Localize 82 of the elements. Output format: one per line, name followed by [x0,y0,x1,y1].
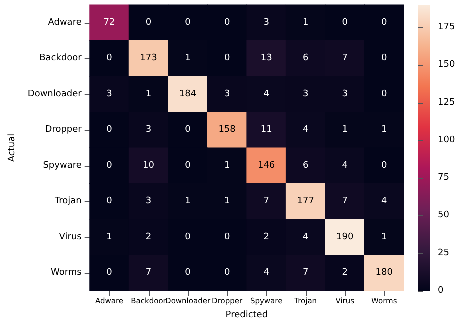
data-label: 0 [106,268,113,278]
data-label: 7 [342,54,348,64]
data-label: 0 [382,18,388,28]
data-label: 0 [382,160,388,171]
data-label: 0 [224,18,230,28]
data-label: 0 [224,268,230,278]
data-label: 177 [297,196,314,207]
data-label: 13 [260,54,272,64]
data-label: 2 [146,232,152,242]
y-axis-title: Actual [8,134,18,162]
data-label: 4 [264,268,270,278]
data-label: 1 [224,160,230,171]
color-bar-label: 25 [438,248,450,258]
data-label: 3 [264,18,270,28]
data-label: 0 [382,54,388,64]
data-label: 4 [382,196,388,207]
data-label: 7 [264,196,270,207]
y-tick-label: Downloader [28,89,82,100]
data-label: 0 [185,125,192,136]
data-label: 2 [264,232,270,242]
y-tick-label: Virus [59,232,82,242]
data-label: 3 [224,89,230,100]
data-label: 3 [302,89,309,100]
data-label: 11 [260,125,272,136]
y-tick-label: Dropper [45,125,82,136]
data-label: 180 [376,268,394,278]
data-label: 0 [106,125,113,136]
data-label: 1 [224,196,230,207]
x-axis-title: Predicted [226,310,268,320]
data-label: 190 [336,232,354,242]
data-label: 4 [302,232,309,242]
data-label: 7 [302,268,309,278]
color-bar-label: 175 [438,22,456,33]
data-label: 1 [185,54,191,64]
data-label: 184 [179,89,197,100]
data-label: 3 [106,89,112,100]
data-label: 0 [106,54,113,64]
y-tick-label: Worms [50,268,82,278]
data-label: 3 [342,89,348,100]
data-label: 72 [104,18,116,28]
data-label: 0 [342,18,348,28]
data-label: 0 [106,160,113,171]
data-label: 0 [224,232,230,242]
data-label: 0 [185,232,192,242]
y-tick-label: Adware [48,18,82,28]
data-label: 1 [185,196,191,207]
data-label: 2 [342,268,348,278]
data-label: 3 [146,125,152,136]
data-label: 4 [342,160,348,171]
data-label: 3 [146,196,152,207]
data-label: 0 [185,160,192,171]
data-label: 1 [382,125,388,136]
color-bar-label: 125 [438,98,456,108]
color-bar-label: 0 [438,286,444,296]
data-label: 158 [218,125,236,136]
data-label: 1 [106,232,112,242]
color-bar-label: 150 [438,60,456,70]
y-tick-label: Backdoor [40,54,82,64]
data-label: 0 [185,268,192,278]
color-bar-label: 50 [438,210,450,221]
data-label: 0 [106,196,113,207]
data-label: 0 [185,18,192,28]
data-label: 1 [382,232,388,242]
data-label: 0 [382,89,388,100]
data-label: 7 [342,196,348,207]
data-label: 1 [342,125,348,136]
data-label: 1 [146,89,152,100]
color-bar-label: 100 [438,135,456,146]
data-label: 1 [302,18,309,28]
data-label: 6 [302,54,309,64]
color-bar-label: 75 [438,173,450,184]
data-label: 4 [302,125,309,136]
data-label: 0 [146,18,152,28]
data-label: 146 [258,160,276,171]
y-tick-label: Trojan [54,196,82,207]
y-tick-label: Spyware [43,160,82,171]
data-label: 4 [264,89,270,100]
data-label: 7 [146,268,152,278]
data-label: 10 [143,160,155,171]
data-label: 6 [302,160,309,171]
data-label: 0 [224,54,230,64]
data-label: 173 [140,54,158,64]
